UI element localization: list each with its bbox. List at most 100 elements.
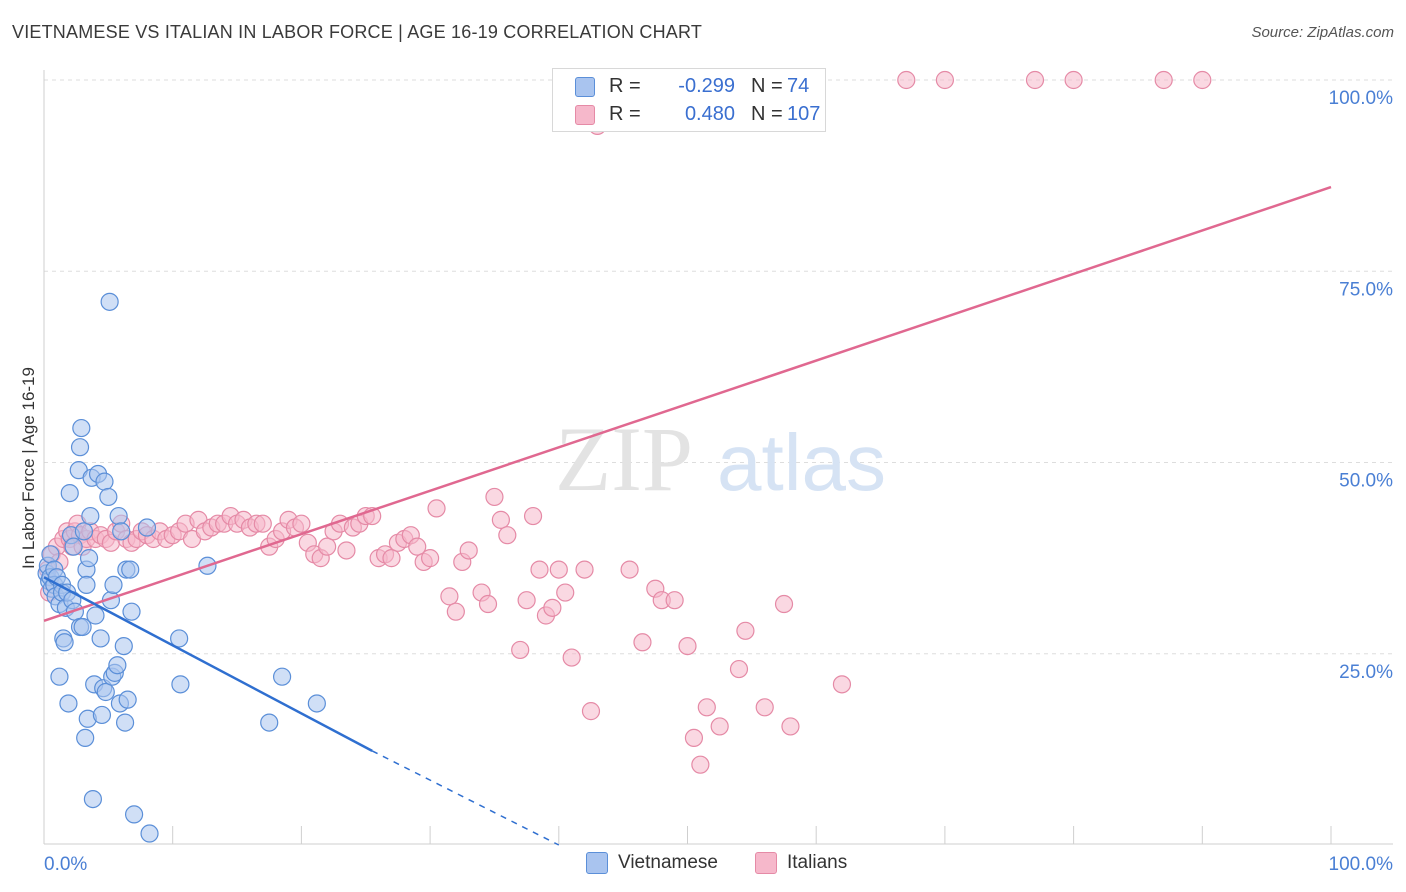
vietnamese-point: [92, 705, 112, 725]
vietnamese-point: [104, 575, 123, 595]
bottom-legend-label: Vietnamese: [618, 852, 718, 873]
vietnamese-point: [99, 487, 118, 507]
italians-point: [691, 755, 710, 774]
italians-point: [491, 510, 510, 529]
y-tick-label: 25.0%: [1339, 662, 1393, 683]
italians-trend-line: [43, 185, 1332, 623]
italians-point: [408, 537, 427, 556]
italians-point: [781, 717, 800, 736]
y-tick-label: 50.0%: [1339, 471, 1393, 492]
italians-swatch: [575, 105, 595, 125]
italians-point: [337, 541, 356, 560]
italians-point: [549, 560, 568, 579]
vietnamese-point: [118, 690, 137, 709]
italians-point: [1154, 70, 1173, 90]
vietnamese-point: [74, 522, 93, 541]
italians-point: [382, 549, 401, 568]
x-tick-label: 0.0%: [44, 854, 87, 875]
italians-point: [318, 537, 337, 556]
y-tick-labels: 100.0% 75.0% 50.0% 25.0%: [1329, 88, 1394, 683]
legend-r-label: R =: [609, 75, 641, 97]
vietnamese-point: [81, 506, 100, 526]
vietnamese-point: [307, 694, 326, 713]
vietnamese-point: [95, 472, 114, 491]
vietnamese-point: [60, 484, 79, 503]
vietnamese-point: [50, 667, 69, 686]
vietnamese-swatch: [586, 852, 608, 874]
italians-point: [543, 598, 562, 617]
trend-lines: [43, 185, 1332, 846]
source-label: Source: ZipAtlas.com: [1251, 24, 1394, 41]
vietnamese-point: [122, 602, 141, 621]
vietnamese-point: [108, 656, 127, 675]
italians-point: [897, 70, 916, 90]
italians-point: [665, 591, 684, 610]
vietnamese-point: [170, 629, 189, 648]
vietnamese-point: [124, 805, 144, 824]
italians-point: [517, 591, 536, 610]
italians-point: [697, 698, 716, 717]
legend-r-value: 0.480: [684, 103, 735, 125]
italians-point: [523, 506, 543, 526]
italians-point: [1064, 70, 1083, 90]
watermark-zip: ZIP: [555, 408, 693, 510]
x-tick-labels: 0.0% 100.0%: [44, 854, 1393, 875]
vietnamese-point: [73, 617, 92, 637]
legend-n-label: N =: [751, 103, 783, 125]
vietnamese-points: [37, 292, 326, 843]
italians-swatch: [755, 852, 777, 874]
vietnamese-point: [112, 522, 131, 541]
italians-point: [530, 560, 549, 579]
vietnamese-point: [121, 560, 140, 579]
italians-point: [581, 702, 601, 721]
vietnamese-point: [86, 606, 105, 625]
italians-point: [678, 636, 697, 656]
vietnamese-point: [109, 506, 128, 526]
italians-point: [459, 541, 478, 560]
vietnamese-point: [70, 438, 90, 457]
watermark-atlas: atlas: [717, 418, 886, 507]
italians-point: [446, 602, 465, 621]
italians-point: [498, 526, 517, 545]
vietnamese-point: [96, 682, 115, 702]
italians-point: [485, 487, 504, 507]
italians-point: [421, 549, 440, 568]
italians-point: [427, 499, 446, 518]
vietnamese-point: [41, 545, 60, 564]
axes: [43, 70, 1393, 845]
x-tick-label: 100.0%: [1329, 854, 1394, 875]
italians-point: [292, 514, 311, 533]
italians-point: [710, 717, 729, 736]
legend-n-label: N =: [751, 75, 783, 97]
vietnamese-point: [137, 518, 157, 537]
chart-title: VIETNAMESE VS ITALIAN IN LABOR FORCE | A…: [12, 22, 703, 42]
italians-point: [1025, 70, 1045, 90]
italians-point: [556, 583, 575, 602]
gridlines: [44, 79, 1393, 655]
italians-point: [935, 70, 955, 90]
italians-point: [511, 640, 530, 660]
italians-point: [253, 514, 272, 533]
legend-r-value: -0.299: [678, 75, 735, 97]
y-axis-label: In Labor Force | Age 16-19: [19, 367, 38, 569]
vietnamese-point: [100, 292, 119, 311]
vietnamese-point: [77, 575, 96, 595]
italians-point: [1193, 70, 1212, 90]
legend: R = -0.299 N = 74 R = 0.480 N = 107: [552, 68, 826, 132]
vietnamese-trend-line: [43, 576, 373, 753]
italians-point: [620, 560, 639, 579]
legend-n-value: 107: [787, 103, 821, 125]
italians-point: [478, 594, 498, 614]
italians-point: [633, 633, 652, 652]
vietnamese-point: [272, 667, 292, 686]
y-tick-label: 75.0%: [1339, 279, 1393, 300]
italians-point: [440, 587, 459, 606]
vietnamese-point: [64, 537, 83, 556]
vietnamese-point: [171, 675, 190, 694]
italians-point: [832, 675, 852, 694]
vietnamese-point: [59, 694, 78, 713]
vietnamese-point: [76, 728, 95, 748]
italians-point: [562, 648, 581, 667]
vietnamese-swatch: [575, 77, 595, 97]
